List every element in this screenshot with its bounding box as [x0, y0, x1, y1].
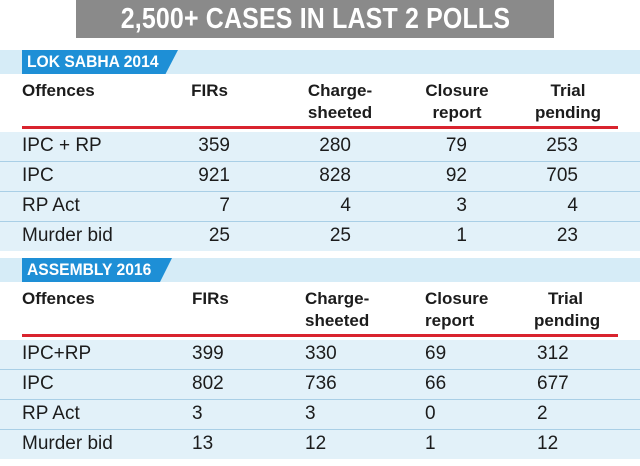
column-headers: Offences FIRs Charge- sheeted Closure re…	[0, 74, 640, 126]
table-row: IPC 802 736 66 677	[0, 369, 640, 399]
table-row: RP Act 7 4 3 4	[0, 191, 640, 221]
cell-chargesheeted: 25	[329, 225, 351, 246]
cell-chargesheeted: 330	[305, 343, 337, 364]
col-header-charge: Charge-	[305, 289, 370, 308]
cell-closure: 66	[425, 373, 447, 394]
cell-closure: 92	[445, 165, 467, 186]
cell-offence: IPC	[22, 165, 54, 186]
cell-offence: IPC + RP	[22, 135, 102, 156]
cell-closure: 3	[456, 195, 467, 216]
col-header-pending: pending	[534, 311, 601, 330]
cell-chargesheeted: 3	[305, 403, 316, 424]
cell-offence: Murder bid	[22, 225, 113, 246]
cell-closure: 1	[425, 433, 436, 454]
cell-closure: 1	[456, 225, 467, 246]
cell-trial: 312	[537, 343, 569, 364]
col-header-offences: Offences	[22, 289, 95, 308]
section-header-label: LOK SABHA 2014	[27, 52, 159, 71]
col-header-closure: Closure	[425, 289, 489, 308]
section-header: LOK SABHA 2014	[22, 50, 178, 74]
header-rule	[22, 126, 618, 129]
col-header-pending: pending	[534, 103, 602, 122]
table-row: Murder bid 25 25 1 23	[0, 221, 640, 251]
col-header-sheeted: sheeted	[305, 311, 370, 330]
cell-chargesheeted: 828	[319, 165, 351, 186]
table-row: IPC 921 828 92 705	[0, 161, 640, 191]
cell-firs: 25	[208, 225, 230, 246]
cell-firs: 13	[192, 433, 214, 454]
table-row: IPC + RP 359 280 79 253	[0, 132, 640, 161]
cell-closure: 69	[425, 343, 447, 364]
cell-chargesheeted: 736	[305, 373, 337, 394]
table-row: Murder bid 13 12 1 12	[0, 429, 640, 459]
col-header-trial: Trial	[550, 81, 586, 100]
col-header-charge: Charge-	[307, 81, 373, 100]
cell-trial: 12	[537, 433, 559, 454]
section-header-label: ASSEMBLY 2016	[27, 260, 152, 279]
cell-trial: 4	[567, 195, 578, 216]
column-headers: Offences FIRs Charge- sheeted Closure re…	[0, 282, 640, 334]
section-lok-sabha-2014: LOK SABHA 2014 Offences FIRs Charge- she…	[0, 50, 640, 254]
table-body: IPC+RP 399 330 69 312 IPC 802 736 66 677…	[0, 340, 640, 459]
section-assembly-2016: ASSEMBLY 2016 Offences FIRs Charge- shee…	[0, 258, 640, 466]
cell-offence: RP Act	[22, 195, 80, 216]
cell-firs: 7	[219, 195, 230, 216]
cell-trial: 23	[556, 225, 578, 246]
cell-chargesheeted: 12	[305, 433, 327, 454]
cell-closure: 0	[425, 403, 436, 424]
cell-firs: 359	[198, 135, 230, 156]
col-header-closure: Closure	[425, 81, 489, 100]
cell-firs: 3	[192, 403, 203, 424]
col-header-firs: FIRs	[192, 289, 229, 308]
col-header-offences: Offences	[22, 81, 95, 100]
cell-firs: 399	[192, 343, 224, 364]
cell-closure: 79	[445, 135, 467, 156]
cell-firs: 802	[192, 373, 224, 394]
cell-offence: IPC	[22, 373, 54, 394]
cell-trial: 253	[546, 135, 578, 156]
cell-chargesheeted: 4	[340, 195, 351, 216]
cell-trial: 2	[537, 403, 548, 424]
page-title: 2,500+ CASES IN LAST 2 POLLS	[120, 2, 510, 35]
cell-offence: RP Act	[22, 403, 80, 424]
table-body: IPC + RP 359 280 79 253 IPC 921 828 92 7…	[0, 132, 640, 251]
table-row: RP Act 3 3 0 2	[0, 399, 640, 429]
col-header-trial: Trial	[548, 289, 583, 308]
header-rule	[22, 334, 618, 337]
col-header-report: report	[425, 311, 475, 330]
table-row: IPC+RP 399 330 69 312	[0, 340, 640, 369]
section-header: ASSEMBLY 2016	[22, 258, 172, 282]
title-banner: 2,500+ CASES IN LAST 2 POLLS	[76, 0, 554, 38]
cell-offence: IPC+RP	[22, 343, 92, 364]
cell-trial: 677	[537, 373, 569, 394]
cell-trial: 705	[546, 165, 578, 186]
col-header-sheeted: sheeted	[307, 103, 373, 122]
col-header-report: report	[432, 103, 482, 122]
cell-offence: Murder bid	[22, 433, 113, 454]
cell-chargesheeted: 280	[319, 135, 351, 156]
col-header-firs: FIRs	[191, 81, 228, 100]
cell-firs: 921	[198, 165, 230, 186]
